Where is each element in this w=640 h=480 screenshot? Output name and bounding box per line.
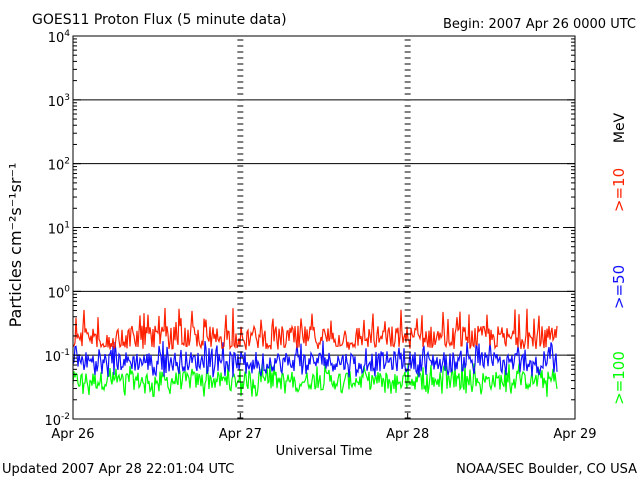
legend: MeV >=10 >=50 >=100	[610, 112, 628, 404]
x-axis-label: Universal Time	[276, 444, 373, 459]
y-tick-label-6: 104	[48, 29, 71, 46]
legend-entry-50: >=50	[610, 265, 628, 309]
series-line-2	[72, 363, 558, 397]
x-tick-label-1: Apr 27	[219, 427, 262, 442]
legend-entry-100: >=100	[610, 351, 628, 405]
grid-ticks	[73, 38, 575, 419]
y-axis-ticks: 10-2 10-1 100 101 102 103 104	[44, 29, 575, 429]
x-tick-label-0: Apr 26	[51, 427, 94, 442]
x-tick-label-3: Apr 29	[553, 427, 596, 442]
legend-entry-10: >=10	[610, 168, 628, 212]
x-tick-label-2: Apr 28	[386, 427, 429, 442]
series-line-1	[72, 340, 558, 378]
credit-text: NOAA/SEC Boulder, CO USA	[456, 462, 637, 477]
y-tick-label-2: 100	[48, 284, 71, 301]
series-line-0	[72, 307, 558, 351]
y-tick-label-5: 103	[48, 93, 70, 110]
legend-unit: MeV	[612, 112, 628, 143]
y-tick-label-1: 10-1	[44, 348, 70, 365]
series-layer	[72, 307, 558, 397]
begin-time: Begin: 2007 Apr 26 0000 UTC	[443, 17, 636, 32]
x-axis-ticks: Apr 26 Apr 27 Apr 28 Apr 29	[51, 413, 597, 442]
y-tick-label-0: 10-2	[44, 412, 70, 429]
y-tick-label-4: 102	[48, 157, 70, 174]
y-tick-label-3: 101	[48, 221, 70, 238]
updated-time: Updated 2007 Apr 28 22:01:04 UTC	[2, 462, 234, 477]
chart-title: GOES11 Proton Flux (5 minute data)	[32, 12, 287, 28]
y-axis-label: Particles cm⁻²s⁻¹sr⁻¹	[6, 163, 25, 328]
